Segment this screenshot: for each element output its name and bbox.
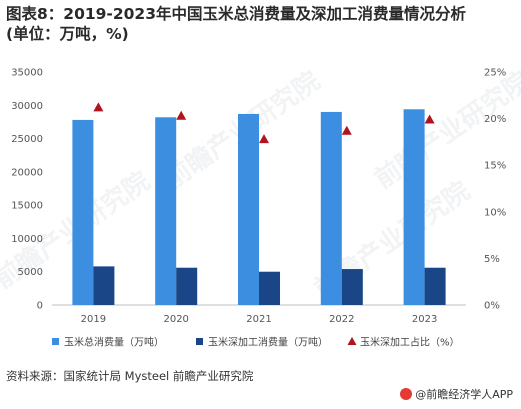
- deep-processing-bar: [341, 269, 363, 305]
- right-axis-tick-label: 10%: [484, 207, 506, 218]
- brand-text: @前瞻经济学人APP: [415, 388, 513, 401]
- right-axis-tick-label: 20%: [484, 114, 506, 125]
- legend-swatch: [52, 338, 59, 345]
- left-axis-tick-label: 0: [37, 301, 43, 312]
- right-axis-tick-label: 5%: [484, 254, 500, 265]
- legend-label: 玉米深加工消费量（万吨）: [208, 336, 328, 349]
- left-axis-tick-label: 30000: [11, 101, 43, 112]
- chart-title: 图表8：2019-2023年中国玉米总消费量及深加工消费量情况分析 (单位：万吨…: [6, 4, 516, 44]
- deep-processing-bar: [424, 267, 446, 305]
- legend-label: 玉米总消费量（万吨）: [64, 336, 164, 349]
- deep-processing-bar: [176, 267, 198, 305]
- total-consumption-bar: [238, 113, 259, 305]
- total-consumption-bar: [403, 109, 425, 305]
- brand-logo-icon: [400, 388, 413, 400]
- chart-title-line1: 图表8：2019-2023年中国玉米总消费量及深加工消费量情况分析: [6, 5, 466, 23]
- x-axis-tick-label: 2020: [163, 314, 188, 325]
- legend-swatch: [196, 338, 203, 345]
- right-axis-tick-label: 0%: [484, 301, 500, 312]
- deep-processing-bar: [93, 266, 115, 305]
- share-marker: [93, 102, 104, 112]
- share-marker: [424, 114, 435, 124]
- left-axis-tick-label: 20000: [11, 167, 43, 178]
- left-axis-tick-label: 25000: [11, 134, 43, 145]
- left-axis-tick-label: 35000: [11, 68, 43, 79]
- total-consumption-bar: [320, 111, 342, 305]
- left-axis-tick-label: 15000: [11, 201, 43, 212]
- x-axis-tick-label: 2019: [81, 314, 106, 325]
- right-axis-tick-label: 25%: [484, 68, 506, 79]
- share-marker: [259, 134, 269, 144]
- share-marker: [341, 125, 352, 135]
- source-note: 资料来源：国家统计局 Mysteel 前瞻产业研究院: [6, 369, 254, 383]
- x-axis-tick-label: 2021: [246, 314, 271, 325]
- legend-label: 玉米深加工占比（%）: [360, 336, 460, 349]
- total-consumption-bar: [155, 117, 177, 305]
- left-axis-tick-label: 10000: [11, 234, 43, 245]
- total-consumption-bar: [72, 119, 94, 305]
- legend-swatch: [347, 337, 357, 345]
- x-axis-tick-label: 2022: [329, 314, 354, 325]
- left-axis-tick-label: 5000: [18, 267, 43, 278]
- brand-credit: @前瞻经济学人APP: [400, 386, 513, 402]
- right-axis-tick-label: 15%: [484, 161, 506, 172]
- deep-processing-bar: [259, 271, 280, 305]
- x-axis-tick-label: 2023: [412, 314, 437, 325]
- chart-title-line2: (单位：万吨，%): [6, 25, 129, 43]
- share-marker: [176, 110, 187, 120]
